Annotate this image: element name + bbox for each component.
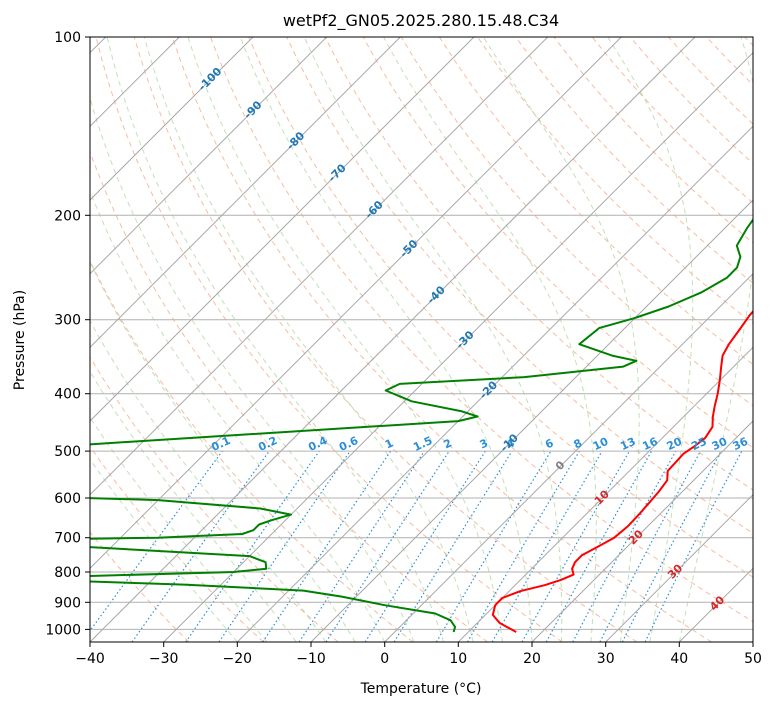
x-tick-label: 40 (670, 651, 688, 667)
isotherm-line (90, 37, 254, 201)
isotherm-line (531, 420, 753, 642)
mixing-ratio-lines (90, 450, 743, 642)
x-tick-label: −30 (149, 651, 179, 667)
skewed-isotherms (90, 37, 753, 642)
y-tick-label: 900 (54, 595, 81, 611)
mixing-ratio-line (90, 450, 223, 632)
y-axis-label: Pressure (hPa) (12, 290, 28, 390)
y-tick-label: 600 (54, 491, 81, 507)
sounding-series (90, 218, 753, 633)
isobar-gridlines (90, 37, 753, 630)
dry-adiabat (90, 150, 488, 642)
dry-adiabat (171, 37, 712, 642)
isotherm-line (90, 37, 696, 642)
mixing-ratio-line (545, 450, 653, 642)
isotherm-line (605, 493, 753, 642)
chart-title: wetPf2_GN05.2025.280.15.48.C34 (283, 11, 559, 31)
isotherm-line (90, 37, 328, 275)
dewpoint-profile-line (90, 218, 753, 633)
y-tick-label: 800 (54, 565, 81, 581)
isotherm-line (457, 346, 753, 642)
mixing-ratio-line (521, 450, 631, 642)
x-tick-label: 20 (523, 651, 541, 667)
mixing-ratio-line (298, 450, 425, 642)
moist-adiabat (482, 37, 640, 642)
isotherm-line (90, 37, 401, 349)
moist-adiabat (187, 37, 503, 642)
mixing-ratio-line (131, 450, 270, 642)
mixing-ratio-label: 13 (618, 435, 637, 453)
x-tick-label: 50 (744, 651, 762, 667)
moist-adiabat (383, 37, 597, 642)
mixing-ratio-label: 20 (665, 435, 685, 453)
mixing-ratio-line (393, 450, 513, 642)
x-tick-label: −10 (296, 651, 326, 667)
isotherm-line (90, 37, 475, 422)
y-tick-label: 700 (54, 531, 81, 547)
mixing-ratio-label: 10 (591, 435, 611, 453)
dry-adiabat (400, 37, 753, 407)
x-axis-ticks: −40 −30 −20 −10 0 10 20 30 40 50 (75, 642, 762, 667)
moist-adiabat (90, 260, 356, 642)
y-tick-label: 1000 (45, 622, 81, 638)
isotherm-line (90, 37, 622, 570)
y-tick-label: 500 (54, 444, 81, 460)
mixing-ratio-label: 25 (689, 435, 708, 453)
x-axis-label: Temperature (°C) (360, 681, 482, 697)
dry-adiabat (90, 356, 339, 642)
x-tick-label: 10 (449, 651, 467, 667)
isotherm-line (310, 199, 753, 642)
moist-adiabat (90, 416, 268, 642)
moist-adiabat (106, 37, 445, 642)
moist-adiabat (303, 37, 563, 642)
dry-adiabat (248, 37, 753, 578)
y-tick-label: 300 (54, 313, 81, 329)
moist-adiabat (90, 370, 297, 642)
mixing-ratio-line (572, 450, 677, 642)
dry-adiabat (95, 37, 563, 642)
plot-frame (89, 36, 754, 643)
x-tick-label: 0 (380, 651, 389, 667)
isotherm-line (163, 51, 753, 642)
temperature-profile-line (491, 309, 753, 633)
y-tick-label: 200 (54, 208, 81, 224)
dry-adiabat (90, 531, 190, 642)
y-axis-ticks: 100 200 300 400 500 600 700 800 900 1000 (45, 30, 90, 638)
dry-adiabat (90, 445, 264, 642)
mixing-ratio-line (218, 450, 351, 642)
mixing-ratio-label: 16 (640, 435, 660, 453)
dry-adiabat (515, 37, 753, 284)
mixing-ratio-line (262, 450, 392, 642)
isotherm-line (90, 37, 549, 496)
moist-adiabat (607, 37, 694, 642)
mixing-ratio-line (325, 450, 450, 642)
y-tick-label: 100 (54, 30, 81, 46)
mixing-ratio-line (644, 450, 743, 642)
mixing-ratio-label: 36 (731, 435, 751, 453)
x-tick-label: −40 (75, 651, 105, 667)
dry-adiabat (210, 37, 753, 623)
y-tick-label: 400 (54, 387, 81, 403)
isotherm-line (236, 125, 753, 642)
mixing-ratio-line (185, 450, 320, 642)
moist-adiabat (90, 458, 238, 642)
moist-adiabat (239, 37, 533, 642)
mixing-ratio-label: 30 (710, 435, 730, 453)
dry-adiabat (438, 37, 753, 366)
isotherm-line (384, 272, 753, 642)
x-tick-label: −20 (223, 651, 253, 667)
dry-adiabat (133, 37, 638, 642)
moist-adiabat (143, 37, 474, 642)
x-tick-label: 30 (597, 651, 615, 667)
